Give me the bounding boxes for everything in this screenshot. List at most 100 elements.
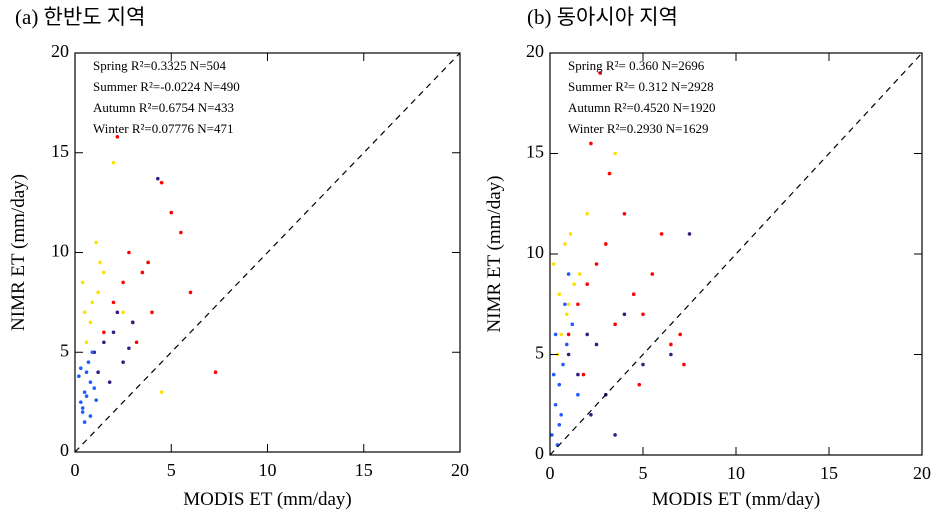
data-point xyxy=(551,372,556,377)
data-point xyxy=(557,382,562,387)
data-point xyxy=(585,332,589,337)
data-point xyxy=(572,282,576,286)
data-point xyxy=(134,340,139,345)
data-point xyxy=(78,366,83,371)
y-tick-label: 5 xyxy=(535,343,544,363)
data-point xyxy=(687,232,692,236)
data-point xyxy=(102,270,106,275)
data-point xyxy=(140,270,145,275)
data-point xyxy=(98,260,102,265)
data-point xyxy=(121,310,125,315)
one-to-one-line xyxy=(549,52,923,456)
data-point xyxy=(566,332,571,337)
data-point xyxy=(570,322,575,327)
data-point xyxy=(121,280,125,285)
data-point xyxy=(88,414,93,418)
data-point xyxy=(564,312,569,317)
panel-title: (b) 동아시아 지역 xyxy=(527,5,678,29)
y-tick-label: 0 xyxy=(60,440,69,460)
data-point xyxy=(78,400,83,404)
data-point xyxy=(84,340,89,345)
data-point xyxy=(111,160,116,165)
data-point xyxy=(94,398,98,402)
x-tick-label: 0 xyxy=(546,463,555,483)
y-tick-label: 5 xyxy=(60,340,69,360)
x-tick-label: 15 xyxy=(820,463,838,483)
x-tick-label: 20 xyxy=(451,460,469,480)
data-point xyxy=(561,362,565,367)
data-point xyxy=(622,212,627,216)
data-point xyxy=(94,240,98,245)
data-point xyxy=(86,360,91,365)
data-point xyxy=(96,290,100,295)
legend-entry: Spring R²=0.3325 N=504 xyxy=(93,58,227,73)
legend-entry: Autumn R²=0.6754 N=433 xyxy=(93,100,234,115)
data-point xyxy=(641,312,645,317)
y-tick-label: 20 xyxy=(526,41,544,61)
data-point xyxy=(80,406,85,410)
y-tick-label: 15 xyxy=(51,141,69,161)
data-point xyxy=(566,272,571,276)
data-point xyxy=(576,372,580,377)
data-point xyxy=(641,362,645,367)
x-axis-label: MODIS ET (mm/day) xyxy=(183,489,352,510)
legend-entry: Spring R²= 0.360 N=2696 xyxy=(568,58,705,73)
data-point xyxy=(682,362,686,367)
data-point xyxy=(550,433,554,437)
y-axis-label: NIMR ET (mm/day) xyxy=(484,176,505,333)
data-point xyxy=(88,380,93,384)
data-point xyxy=(650,272,655,276)
y-tick-label: 15 xyxy=(526,142,544,162)
data-point xyxy=(576,302,580,307)
data-point xyxy=(589,141,593,146)
data-point xyxy=(90,300,95,305)
data-point xyxy=(84,370,89,375)
y-tick-label: 10 xyxy=(51,241,69,261)
data-point xyxy=(594,262,599,266)
legend-entry: Summer R²=-0.0224 N=490 xyxy=(93,79,240,94)
data-point xyxy=(581,372,586,377)
data-point xyxy=(669,342,673,347)
data-point xyxy=(678,332,682,337)
data-point xyxy=(669,352,673,357)
x-axis-label: MODIS ET (mm/day) xyxy=(652,489,821,510)
y-tick-label: 20 xyxy=(51,41,69,61)
panel: (a) 한반도 지역 0 5 10 15 20 0 5 10 15 20 MODIS ET (mm/d… xyxy=(8,5,469,510)
data-point xyxy=(566,302,571,307)
data-point xyxy=(213,370,218,375)
data-point xyxy=(92,386,97,390)
one-to-one-line xyxy=(74,52,461,453)
legend-entry: Autumn R²=0.4520 N=1920 xyxy=(568,100,715,115)
data-point xyxy=(111,300,116,305)
x-tick-label: 10 xyxy=(727,463,745,483)
data-point xyxy=(585,212,589,216)
data-point xyxy=(80,410,85,414)
data-point xyxy=(84,394,89,398)
data-point xyxy=(563,242,567,246)
data-point xyxy=(102,340,106,345)
data-point xyxy=(80,280,85,285)
data-point xyxy=(169,210,174,215)
y-tick-label: 10 xyxy=(526,242,544,262)
data-point xyxy=(564,342,569,347)
legend-entry: Summer R²= 0.312 N=2928 xyxy=(568,79,714,94)
data-point xyxy=(88,320,93,325)
data-point xyxy=(585,282,589,286)
data-point xyxy=(146,260,150,265)
x-tick-label: 5 xyxy=(639,463,648,483)
data-point xyxy=(130,320,135,325)
data-point xyxy=(77,374,81,378)
x-tick-label: 15 xyxy=(355,460,373,480)
data-point xyxy=(576,392,580,397)
data-point xyxy=(111,330,116,335)
y-tick-label: 0 xyxy=(535,443,544,463)
data-point xyxy=(90,350,95,355)
data-point xyxy=(659,232,664,236)
x-tick-label: 0 xyxy=(71,460,80,480)
data-point xyxy=(150,310,154,315)
data-point xyxy=(82,390,87,394)
data-point xyxy=(127,346,131,351)
data-point xyxy=(102,330,106,335)
data-point xyxy=(589,413,593,417)
